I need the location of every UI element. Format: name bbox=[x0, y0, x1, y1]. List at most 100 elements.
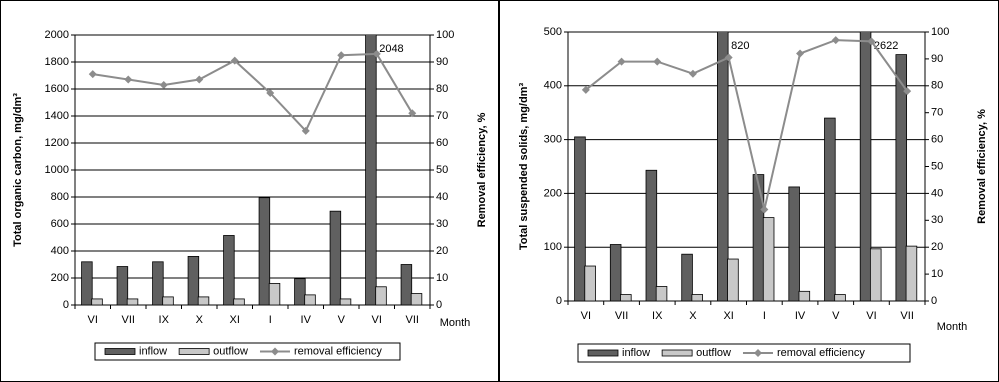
bar bbox=[824, 117, 836, 301]
legend-label: inflow bbox=[622, 347, 650, 359]
line-marker bbox=[230, 56, 239, 65]
line-series bbox=[92, 52, 414, 133]
legend-swatch bbox=[587, 349, 619, 357]
x-tick-label: I bbox=[269, 314, 272, 326]
y-tick-label: 400 bbox=[51, 245, 69, 257]
y2-tick-label: 100 bbox=[931, 26, 949, 38]
y2-axis-label: Removal efficiency, % bbox=[976, 109, 988, 224]
y2-tick-label: 30 bbox=[931, 214, 943, 226]
x-tick-label: VII bbox=[615, 310, 628, 322]
bar bbox=[609, 244, 622, 301]
legend-swatch bbox=[753, 349, 762, 357]
line-marker bbox=[760, 205, 769, 214]
y2-tick-label: 100 bbox=[436, 29, 454, 41]
legend-swatch bbox=[178, 348, 210, 355]
line-marker bbox=[408, 109, 417, 118]
x-tick-label: VII bbox=[122, 314, 135, 326]
y-tick-label: 0 bbox=[63, 299, 69, 311]
x-tick-label: IV bbox=[795, 310, 806, 322]
y-tick-label: 200 bbox=[51, 272, 69, 284]
y-tick-label: 100 bbox=[544, 241, 562, 253]
y2-tick-label: 70 bbox=[436, 110, 448, 122]
y-tick-label: 2000 bbox=[45, 29, 69, 41]
line-marker bbox=[159, 80, 168, 89]
value-label: 2048 bbox=[379, 43, 403, 55]
bar bbox=[727, 258, 739, 301]
y2-tick-label: 90 bbox=[931, 53, 943, 65]
x-tick-label: XI bbox=[723, 310, 733, 322]
bar bbox=[859, 32, 872, 301]
x-tick-label: V bbox=[832, 310, 840, 322]
x-tick-label: VI bbox=[866, 310, 876, 322]
y-tick-label: 400 bbox=[544, 80, 562, 92]
line-marker bbox=[688, 69, 697, 78]
line-marker bbox=[617, 57, 626, 66]
bar bbox=[655, 286, 668, 301]
line-marker bbox=[903, 87, 912, 96]
y-axis-label: Total organic carbon, mg/dm³ bbox=[12, 93, 24, 247]
bar bbox=[187, 255, 200, 305]
value-label: 820 bbox=[731, 40, 749, 52]
bar bbox=[91, 298, 103, 305]
y-tick-label: 300 bbox=[544, 134, 562, 146]
bar bbox=[197, 296, 210, 305]
bar bbox=[152, 261, 164, 305]
bar bbox=[410, 293, 423, 305]
y-tick-label: 200 bbox=[544, 187, 562, 199]
x-tick-label: IV bbox=[301, 314, 312, 326]
bar bbox=[223, 235, 235, 305]
x-tick-label: VII bbox=[406, 314, 419, 326]
x-tick-label: VI bbox=[88, 314, 98, 326]
chart: 01002003004005000102030405060708090100VI… bbox=[518, 26, 988, 363]
y2-tick-label: 80 bbox=[931, 80, 943, 92]
legend-swatch bbox=[661, 349, 693, 357]
legend-swatch bbox=[104, 348, 136, 355]
line-marker bbox=[337, 51, 346, 60]
y2-tick-label: 90 bbox=[436, 56, 448, 68]
bar bbox=[752, 174, 765, 301]
y-tick-label: 800 bbox=[51, 191, 69, 203]
bar bbox=[645, 169, 658, 301]
bar bbox=[620, 294, 632, 301]
bar bbox=[762, 217, 775, 301]
x-tick-label: VI bbox=[581, 310, 591, 322]
y-tick-label: 600 bbox=[51, 218, 69, 230]
y-tick-label: 1000 bbox=[45, 164, 69, 176]
y2-tick-label: 30 bbox=[436, 218, 448, 230]
legend-label: outflow bbox=[696, 347, 731, 359]
x-tick-label: I bbox=[763, 310, 766, 322]
x-tick-label: VII bbox=[900, 310, 913, 322]
line-marker bbox=[581, 85, 590, 94]
y2-axis-label: Removal efficiency, % bbox=[476, 112, 488, 227]
bar bbox=[294, 278, 306, 305]
x-tick-label: XI bbox=[230, 314, 240, 326]
y-axis-label: Total suspended solids, mg/dm³ bbox=[518, 83, 530, 251]
bar bbox=[691, 294, 703, 301]
legend-label: inflow bbox=[139, 345, 167, 357]
line-marker bbox=[796, 49, 805, 58]
bar bbox=[329, 210, 342, 305]
bar bbox=[798, 290, 811, 301]
x-tick-label: IX bbox=[652, 310, 663, 322]
x-tick-label: X bbox=[196, 314, 204, 326]
bar bbox=[717, 32, 729, 301]
legend-label: removal efficiency bbox=[777, 347, 865, 359]
x-axis-label: Month bbox=[937, 321, 968, 333]
line-marker bbox=[867, 37, 876, 46]
bar bbox=[869, 248, 882, 301]
bar bbox=[304, 294, 316, 305]
x-tick-label: VI bbox=[372, 314, 382, 326]
y2-tick-label: 60 bbox=[931, 134, 943, 146]
line-marker bbox=[653, 57, 662, 66]
y2-tick-label: 10 bbox=[436, 272, 448, 284]
y2-tick-label: 0 bbox=[436, 299, 442, 311]
y-tick-label: 1200 bbox=[45, 137, 69, 149]
chart: 0 200 400 600 800 1000 1200 1400 1600 1800 2000 0 10… bbox=[12, 29, 488, 361]
bar bbox=[81, 261, 93, 305]
bar bbox=[233, 298, 245, 305]
line-marker bbox=[372, 49, 381, 58]
bar bbox=[400, 264, 413, 305]
legend-label: removal efficiency bbox=[294, 345, 382, 357]
x-tick-label: V bbox=[338, 314, 346, 326]
